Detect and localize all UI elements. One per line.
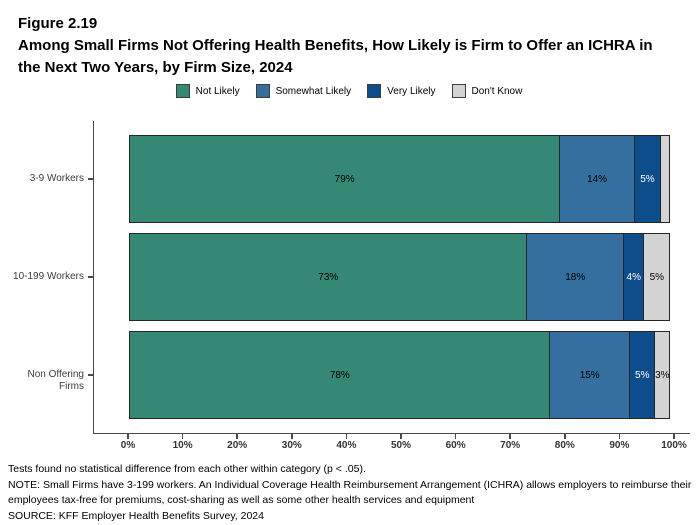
bar-row: 79% 14% 5% xyxy=(129,135,675,223)
x-tick-label: 100% xyxy=(661,440,687,451)
x-tick-label: 80% xyxy=(554,440,575,451)
segment-value-label: 78% xyxy=(329,369,350,381)
figure-number: Figure 2.19 xyxy=(18,15,98,32)
x-axis-tick xyxy=(509,434,511,439)
legend-swatch xyxy=(255,84,270,98)
bar-segment: 73% xyxy=(129,233,528,321)
segment-value-label: 5% xyxy=(640,173,655,185)
x-tick-label: 40% xyxy=(336,440,357,451)
segment-value-label: 15% xyxy=(579,369,600,381)
segment-value-label: 3% xyxy=(655,369,670,381)
legend-label: Not Likely xyxy=(195,85,240,97)
figure-title-line2: the Next Two Years, by Firm Size, 2024 xyxy=(18,59,293,76)
legend-item: Somewhat Likely xyxy=(255,84,352,98)
legend-swatch xyxy=(367,84,382,98)
x-tick-label: 30% xyxy=(281,440,302,451)
category-label: 10-199 Workers xyxy=(13,271,84,282)
segment-value-label: 18% xyxy=(565,271,586,283)
footnotes: Tests found no statistical difference fr… xyxy=(8,462,692,524)
x-axis-tick xyxy=(291,434,293,439)
y-axis-tick xyxy=(88,178,93,180)
bar-segment: 14% xyxy=(558,135,636,223)
segment-value-label: 4% xyxy=(626,271,641,283)
x-axis-tick xyxy=(345,434,348,439)
segment-value-label: 5% xyxy=(649,271,665,283)
x-tick-label: 50% xyxy=(390,440,411,451)
x-tick-label: 90% xyxy=(609,440,630,451)
legend-swatch xyxy=(175,84,190,98)
note-statistics: Tests found no statistical difference fr… xyxy=(8,463,366,475)
chart-legend: Not Likely Somewhat Likely Very Likely Don'… xyxy=(0,84,698,98)
bar-segment: 18% xyxy=(526,233,625,321)
segment-value-label: 79% xyxy=(334,173,355,185)
bar-segment: 79% xyxy=(129,135,561,223)
x-tick-label: 70% xyxy=(500,440,521,451)
note-definition: NOTE: Small Firms have 3-199 workers. An… xyxy=(8,478,692,507)
bar-segment: 5% xyxy=(628,331,656,419)
segment-value-label: 5% xyxy=(635,369,650,381)
bar-segment: 4% xyxy=(622,233,645,321)
segment-value-label: 73% xyxy=(318,271,339,283)
x-axis-tick xyxy=(181,434,184,439)
x-tick-label: 20% xyxy=(227,440,248,451)
x-axis-tick xyxy=(400,434,402,439)
legend-label: Very Likely xyxy=(387,85,436,97)
y-axis-tick xyxy=(88,374,93,376)
legend-item: Not Likely xyxy=(175,84,240,98)
figure-title-line1: Among Small Firms Not Offering Health Be… xyxy=(18,37,653,54)
y-axis-tick xyxy=(88,276,93,278)
bar-segment: 15% xyxy=(549,331,631,419)
x-axis-tick xyxy=(454,434,457,439)
x-axis-tick xyxy=(564,434,566,439)
x-axis-tick xyxy=(236,434,238,439)
x-tick-label: 0% xyxy=(120,440,136,451)
category-label: 3-9 Workers xyxy=(29,173,84,184)
note-source: SOURCE: KFF Employer Health Benefits Sur… xyxy=(8,509,264,522)
legend-label: Somewhat Likely xyxy=(275,85,352,97)
bar-row: 78% 15% 5% 3% xyxy=(129,331,675,419)
figure-title: Among Small Firms Not Offering Health Be… xyxy=(18,35,653,79)
legend-swatch xyxy=(451,84,466,98)
bar-segment: 5% xyxy=(633,135,662,223)
category-label: Non Offering Firms xyxy=(27,369,84,392)
x-axis-tick xyxy=(673,434,675,439)
bar-row: 73% 18% 4% 5% xyxy=(129,233,675,321)
bar-segment: 3% xyxy=(654,331,671,419)
legend-label: Don't Know xyxy=(471,85,523,97)
bar-segment: 5% xyxy=(643,233,671,321)
x-tick-label: 60% xyxy=(445,440,466,451)
x-axis-tick xyxy=(618,434,621,439)
bar-segment xyxy=(659,135,671,223)
x-tick-label: 10% xyxy=(172,440,193,451)
legend-item: Very Likely xyxy=(367,84,436,98)
plot-area: 79% 14% 5% 73% 18% 4% 5% 78% 15% 5% 3% xyxy=(93,121,690,434)
title-block: Figure 2.19 Among Small Firms Not Offeri… xyxy=(18,13,653,79)
x-axis-tick xyxy=(127,434,129,439)
segment-value-label: 14% xyxy=(587,173,608,185)
legend-item: Don't Know xyxy=(451,84,523,98)
bar-segment: 78% xyxy=(129,331,551,419)
